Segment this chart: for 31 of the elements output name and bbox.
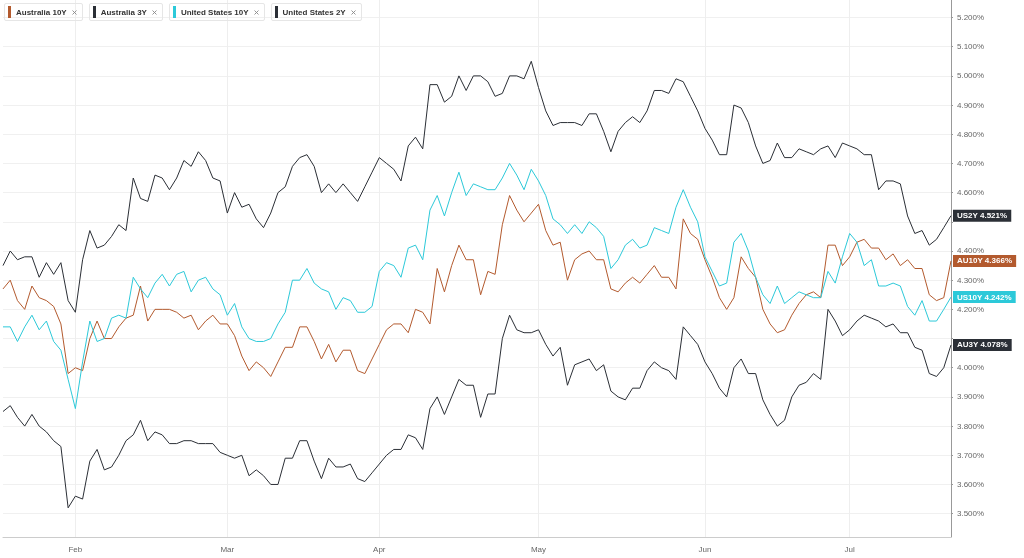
y-tick-label: 3.700%: [957, 450, 985, 460]
legend-label: United States 2Y: [282, 7, 346, 17]
y-tick-label: 3.500%: [957, 509, 985, 519]
y-tick-label: 5.000%: [957, 71, 985, 81]
x-tick-label: Feb: [68, 544, 83, 554]
y-tick-label: 4.800%: [957, 129, 985, 139]
y-tick-label: 3.800%: [957, 421, 985, 431]
y-tick-label: 3.600%: [957, 479, 985, 489]
y-tick-label: 3.900%: [957, 392, 985, 402]
y-tick-label: 4.700%: [957, 158, 985, 168]
y-tick-label: 5.200%: [957, 13, 985, 23]
y-tick-label: 4.000%: [957, 363, 985, 373]
text: AU3Y 4.078%: [957, 340, 1008, 350]
y-tick-label: 4.600%: [957, 188, 985, 198]
text: AU10Y 4.366%: [957, 256, 1012, 266]
line-series: [2, 60, 952, 313]
y-tick-label: 4.200%: [957, 304, 985, 314]
legend-label: Australia 10Y: [16, 7, 67, 17]
text: US10Y 4.242%: [957, 292, 1012, 302]
text: US2Y 4.521%: [957, 211, 1008, 221]
x-tick-label: Mar: [220, 544, 235, 554]
x-tick-label: Apr: [373, 544, 386, 554]
x-tick-label: Jul: [844, 544, 856, 554]
y-tick-label: 4.300%: [957, 275, 985, 285]
y-tick-label: 4.900%: [957, 100, 985, 110]
x-tick-label: Jun: [698, 544, 712, 554]
y-tick-label: 5.100%: [957, 42, 985, 52]
x-tick-label: May: [530, 544, 547, 554]
legend-label: Australia 3Y: [100, 7, 147, 17]
legend-label: United States 10Y: [180, 7, 249, 17]
y-tick-label: 4.400%: [957, 246, 985, 256]
